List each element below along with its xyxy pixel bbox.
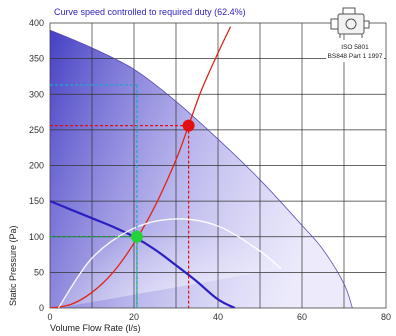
y-axis-ticks: 0 50 100 150 200 250 300 350 400 (29, 18, 44, 313)
y-axis-title: Static Pressure (Pa) (8, 225, 18, 306)
series-layer (50, 26, 353, 308)
grid-lines (50, 23, 386, 308)
guide-layer (50, 84, 190, 308)
fan-curve-controlled-speed-line (50, 200, 236, 308)
standard-bs: BS848 Part 1 1997 (328, 53, 383, 60)
speed-control-note: Curve speed controlled to required duty … (54, 7, 246, 17)
system-curve-line (50, 26, 232, 308)
standards-box (326, 40, 384, 62)
x-tick-label: 0 (47, 312, 52, 322)
fan-unit-icon (330, 7, 370, 38)
standard-iso: ISO 5801 (341, 44, 369, 51)
x-tick-label: 60 (297, 312, 307, 322)
x-tick-label: 20 (129, 312, 139, 322)
controlled-duty-point-marker (130, 230, 143, 243)
fan-curve-full-speed-line (50, 29, 353, 308)
plot-border (49, 22, 387, 309)
plot-area (49, 22, 387, 309)
x-tick-label: 80 (381, 312, 391, 322)
operating-region-highlight (58, 218, 282, 308)
x-tick-label: 40 (213, 312, 223, 322)
y-tick-label: 400 (29, 18, 44, 28)
y-tick-label: 150 (29, 196, 44, 206)
x-axis-ticks: 0 20 40 60 80 (47, 312, 391, 322)
efficiency-envelope-line (57, 218, 282, 308)
y-tick-label: 250 (29, 125, 44, 135)
y-tick-label: 200 (29, 161, 44, 171)
y-tick-label: 350 (29, 54, 44, 64)
y-tick-label: 300 (29, 89, 44, 99)
y-tick-label: 0 (39, 303, 44, 313)
y-tick-label: 100 (29, 232, 44, 242)
x-axis-title: Volume Flow Rate (l/s) (50, 323, 141, 333)
y-tick-label: 50 (34, 267, 44, 277)
point-layer (130, 119, 195, 243)
full-speed-operating-point-marker (182, 119, 195, 132)
